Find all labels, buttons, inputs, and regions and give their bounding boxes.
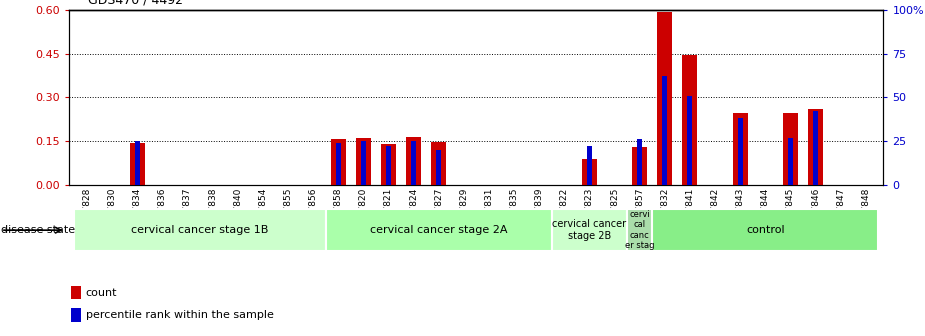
Bar xyxy=(813,112,818,185)
Bar xyxy=(406,137,421,185)
Bar xyxy=(808,109,823,185)
Bar xyxy=(783,114,798,185)
Bar xyxy=(135,141,140,185)
Text: cervi
cal
canc
er stag: cervi cal canc er stag xyxy=(625,210,654,250)
Bar xyxy=(386,146,391,185)
Text: percentile rank within the sample: percentile rank within the sample xyxy=(85,310,274,321)
Bar xyxy=(336,143,340,185)
Text: count: count xyxy=(85,288,117,298)
Text: control: control xyxy=(746,225,784,235)
Bar xyxy=(627,209,652,251)
Bar xyxy=(658,11,672,185)
Bar xyxy=(326,209,551,251)
Text: cervical cancer
stage 2B: cervical cancer stage 2B xyxy=(552,219,626,241)
Bar xyxy=(431,142,446,185)
Bar xyxy=(437,150,441,185)
Bar xyxy=(381,144,396,185)
Bar xyxy=(587,146,592,185)
Text: GDS470 / 4492: GDS470 / 4492 xyxy=(88,0,183,7)
Bar xyxy=(74,209,326,251)
Text: cervical cancer stage 1B: cervical cancer stage 1B xyxy=(131,225,268,235)
Bar xyxy=(71,286,80,299)
Bar xyxy=(411,141,416,185)
Bar xyxy=(733,114,747,185)
Bar xyxy=(637,139,642,185)
Bar xyxy=(662,77,667,185)
Bar xyxy=(652,209,879,251)
Bar xyxy=(551,209,627,251)
Bar xyxy=(632,147,648,185)
Bar xyxy=(356,138,371,185)
Bar xyxy=(737,118,743,185)
Text: disease state: disease state xyxy=(1,225,75,235)
Bar xyxy=(683,55,697,185)
Bar xyxy=(361,141,365,185)
Bar xyxy=(788,138,793,185)
Bar xyxy=(330,139,346,185)
Bar xyxy=(687,96,693,185)
Bar xyxy=(582,159,597,185)
Text: cervical cancer stage 2A: cervical cancer stage 2A xyxy=(370,225,508,235)
Bar xyxy=(130,143,144,185)
Bar xyxy=(71,308,80,322)
